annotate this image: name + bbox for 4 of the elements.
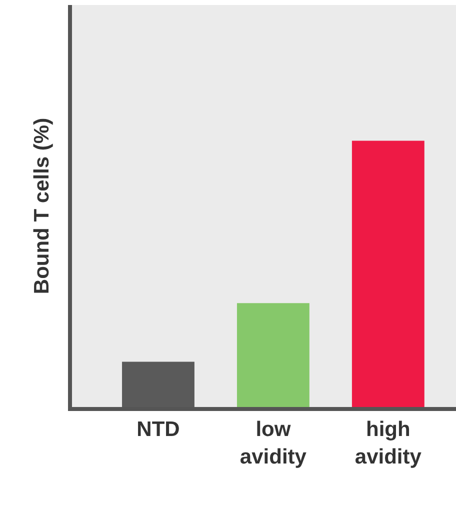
x-tick-label: high avidity: [354, 418, 422, 468]
x-tick-label: NTD: [136, 418, 180, 442]
x-tick-label: low avidity: [240, 418, 307, 468]
y-axis-title: Bound T cells (%): [30, 118, 54, 294]
